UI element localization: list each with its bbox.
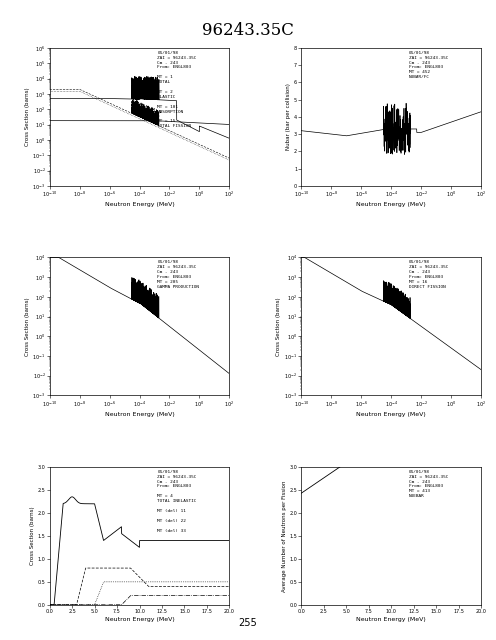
- Text: 96243.35C: 96243.35C: [202, 22, 294, 40]
- Text: 255: 255: [239, 618, 257, 628]
- Text: 01/01/98
ZAI = 96243.35C
Cm - 243
From: ENGL803
MT = 16
DIRECT FISSION: 01/01/98 ZAI = 96243.35C Cm - 243 From: …: [409, 260, 448, 289]
- Text: 01/01/98
ZAI = 96243.35C
Cm - 243
From: ENGL803
MT = 205
GAMMA PRODUCTION: 01/01/98 ZAI = 96243.35C Cm - 243 From: …: [158, 260, 199, 289]
- Y-axis label: Average Number of Neutrons per Fission: Average Number of Neutrons per Fission: [282, 480, 287, 591]
- Y-axis label: Nubar (bar per collision): Nubar (bar per collision): [286, 83, 291, 150]
- X-axis label: Neutron Energy (MeV): Neutron Energy (MeV): [105, 202, 175, 207]
- Text: 01/01/98
ZAI = 96243.35C
Cm - 243
From: ENGL803
MT = 452
NUBAR/FC: 01/01/98 ZAI = 96243.35C Cm - 243 From: …: [409, 51, 448, 79]
- X-axis label: Neutron Energy (MeV): Neutron Energy (MeV): [105, 412, 175, 417]
- Text: 01/01/98
ZAI = 96243.35C
Cm - 243
From: ENGL803
 
MT = 1
TOTAL
 
MT = 2
ELASTIC
: 01/01/98 ZAI = 96243.35C Cm - 243 From: …: [158, 51, 197, 128]
- Y-axis label: Cross Section (barns): Cross Section (barns): [25, 88, 30, 146]
- Text: 01/01/98
ZAI = 96243.35C
Cm - 243
From: ENGL803
 
MT = 4
TOTAL INELASTIC
 
MT (d: 01/01/98 ZAI = 96243.35C Cm - 243 From: …: [158, 470, 197, 532]
- Text: 01/01/98
ZAI = 96243.35C
Cm - 243
From: ENGL803
MT = 413
NUEBAR: 01/01/98 ZAI = 96243.35C Cm - 243 From: …: [409, 470, 448, 498]
- Y-axis label: Cross Section (barns): Cross Section (barns): [276, 297, 281, 356]
- Y-axis label: Cross Section (barns): Cross Section (barns): [30, 507, 35, 565]
- X-axis label: Neutron Energy (MeV): Neutron Energy (MeV): [356, 617, 426, 621]
- X-axis label: Neutron Energy (MeV): Neutron Energy (MeV): [105, 617, 175, 621]
- Y-axis label: Cross Section (barns): Cross Section (barns): [25, 297, 30, 356]
- X-axis label: Neutron Energy (MeV): Neutron Energy (MeV): [356, 412, 426, 417]
- X-axis label: Neutron Energy (MeV): Neutron Energy (MeV): [356, 202, 426, 207]
